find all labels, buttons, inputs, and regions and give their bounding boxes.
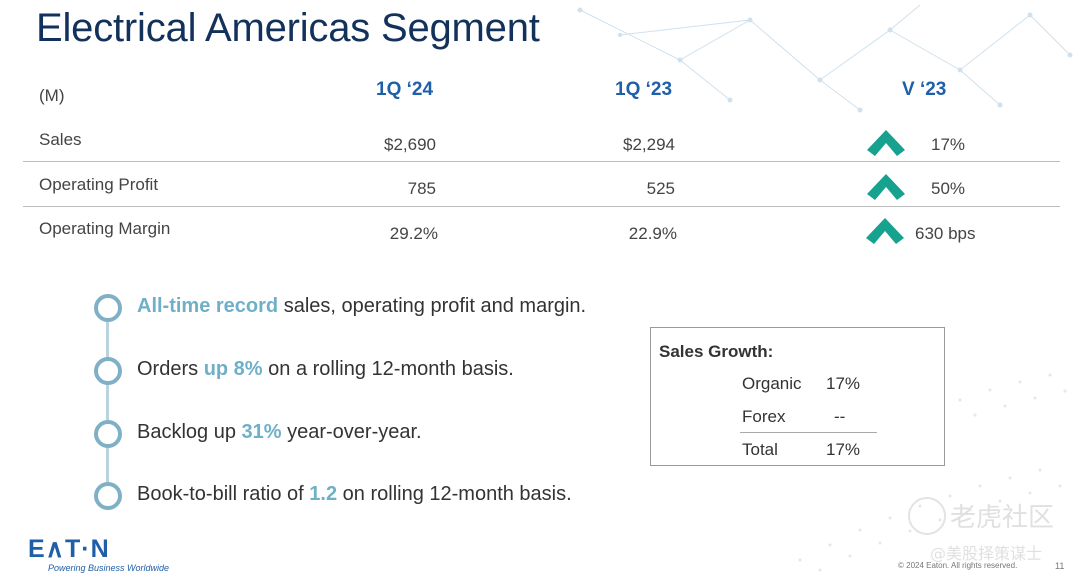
growth-label-organic: Organic [742, 374, 802, 393]
row-label-operating-margin: Operating Margin [39, 219, 171, 238]
ring-bullet-icon [94, 294, 122, 322]
copyright-text: © 2024 Eaton. All rights reserved. [898, 561, 1018, 570]
growth-value-forex: -- [834, 407, 846, 426]
sales-growth-box: Sales Growth: Organic 17% Forex -- Total… [650, 327, 945, 466]
timeline-connector [106, 306, 109, 496]
bullet-text: on a rolling 12-month basis. [262, 358, 514, 380]
bullet-item: All-time record sales, operating profit … [137, 295, 586, 318]
growth-label-total: Total [742, 440, 778, 459]
sales-growth-title: Sales Growth: [659, 342, 774, 361]
growth-label-forex: Forex [742, 407, 786, 426]
ring-bullet-icon [94, 357, 122, 385]
bullet-item: Book-to-bill ratio of 1.2 on rolling 12-… [137, 483, 572, 506]
growth-value-total: 17% [826, 440, 861, 459]
operating-profit-prior: 525 [646, 179, 675, 198]
bullet-text: year-over-year. [281, 421, 422, 443]
operating-profit-current: 785 [407, 179, 436, 198]
table-row-divider [23, 161, 1060, 162]
up-chevron-icon [867, 130, 905, 156]
watermark-text: 老虎社区 [950, 503, 1055, 533]
operating-margin-change: 630 bps [915, 224, 976, 243]
bullet-highlight: 31% [241, 421, 282, 443]
bullet-text: on rolling 12-month basis. [337, 483, 572, 505]
row-label-operating-profit: Operating Profit [39, 175, 159, 194]
bullet-highlight: up 8% [203, 358, 263, 380]
ring-bullet-icon [94, 482, 122, 510]
bullet-text: Orders [137, 358, 204, 380]
sales-change: 17% [931, 135, 966, 154]
logo-tagline: Powering Business Worldwide [48, 563, 170, 573]
unit-label: (M) [39, 86, 65, 105]
network-decoration [577, 4, 1073, 113]
sales-prior: $2,294 [623, 135, 675, 154]
bullet-text: Backlog up [137, 421, 242, 443]
bullet-highlight: 1.2 [309, 483, 338, 505]
sales-current: $2,690 [384, 135, 436, 154]
page-title: Electrical Americas Segment [36, 6, 540, 50]
growth-value-organic: 17% [826, 374, 861, 393]
bullet-text: Book-to-bill ratio of [137, 483, 310, 505]
watermark-handle: @美股择策谋士 [930, 544, 1043, 563]
ring-bullet-icon [94, 420, 122, 448]
growth-divider [740, 432, 877, 433]
operating-margin-current: 29.2% [389, 224, 438, 243]
bullet-text: sales, operating profit and margin. [278, 295, 587, 317]
bullet-item: Backlog up 31% year-over-year. [137, 421, 422, 444]
bullet-item: Orders up 8% on a rolling 12-month basis… [137, 358, 514, 381]
column-header-current: 1Q ‘24 [376, 79, 434, 100]
column-header-prior: 1Q ‘23 [615, 79, 673, 100]
page-number: 11 [1055, 561, 1065, 571]
table-row-divider [23, 206, 1060, 207]
up-chevron-icon [866, 218, 904, 244]
up-chevron-icon [867, 174, 905, 200]
row-label-sales: Sales [39, 130, 82, 149]
operating-profit-change: 50% [931, 179, 966, 198]
eaton-logo: E∧T·N [28, 535, 110, 563]
watermark-logo-icon [908, 497, 946, 535]
column-header-change: V ‘23 [902, 79, 947, 100]
operating-margin-prior: 22.9% [628, 224, 677, 243]
bullet-highlight: All-time record [137, 295, 279, 317]
